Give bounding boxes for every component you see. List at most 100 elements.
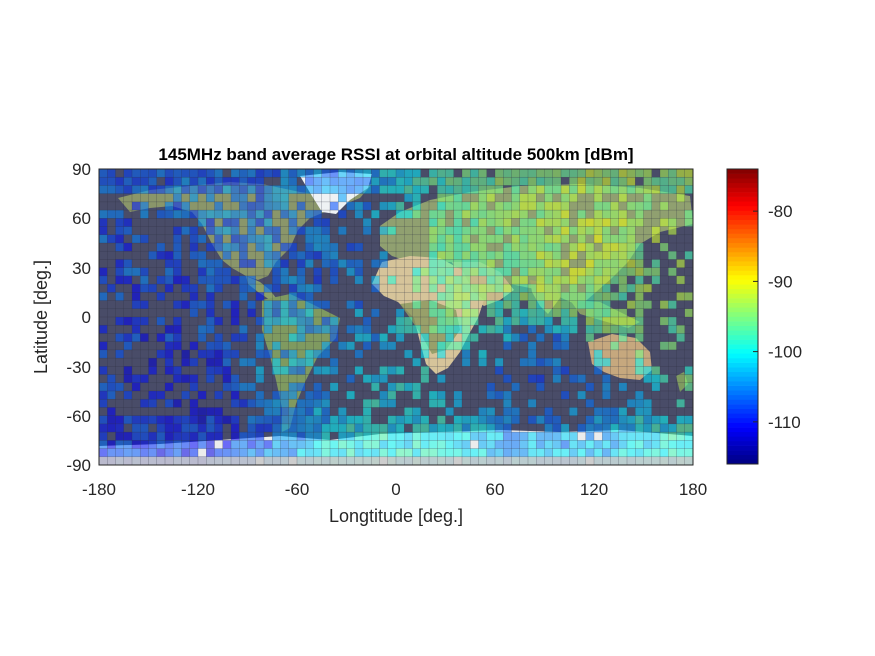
heatmap-cell bbox=[165, 333, 174, 342]
heatmap-cell bbox=[511, 275, 520, 285]
heatmap-cell bbox=[618, 210, 627, 219]
heatmap-cell bbox=[577, 423, 586, 433]
heatmap-cell bbox=[602, 185, 611, 194]
heatmap-cell bbox=[247, 399, 256, 408]
heatmap-cell bbox=[189, 374, 198, 383]
colorbar-band bbox=[727, 321, 758, 327]
heatmap-cell bbox=[379, 251, 388, 260]
heatmap-cell bbox=[239, 243, 248, 252]
heatmap-cell bbox=[189, 185, 198, 194]
heatmap-cell bbox=[437, 226, 446, 235]
heatmap-cell bbox=[156, 415, 165, 424]
heatmap-cell bbox=[651, 185, 660, 194]
heatmap-cell bbox=[156, 275, 165, 285]
heatmap-cell bbox=[297, 284, 306, 293]
colorbar-band bbox=[727, 339, 758, 345]
colorbar-band bbox=[727, 385, 758, 391]
heatmap-cell bbox=[412, 201, 421, 211]
heatmap-cell bbox=[486, 259, 495, 268]
heatmap-cell bbox=[231, 234, 240, 243]
heatmap-cell bbox=[338, 210, 347, 219]
heatmap-cell bbox=[123, 169, 132, 178]
heatmap-cell bbox=[635, 358, 644, 367]
heatmap-cell bbox=[610, 448, 619, 457]
heatmap-cell bbox=[156, 391, 165, 400]
heatmap-cell bbox=[495, 317, 504, 326]
heatmap-cell bbox=[115, 226, 124, 235]
heatmap-cell bbox=[313, 284, 322, 293]
heatmap-cell bbox=[99, 185, 108, 194]
heatmap-cell bbox=[618, 308, 627, 317]
heatmap-cell bbox=[239, 259, 248, 268]
heatmap-cell bbox=[247, 440, 256, 449]
heatmap-cell bbox=[635, 267, 644, 276]
heatmap-cell bbox=[618, 440, 627, 449]
heatmap-cell bbox=[602, 251, 611, 260]
heatmap-cell bbox=[552, 251, 561, 260]
heatmap-cell bbox=[321, 251, 330, 260]
x-tick-label: -60 bbox=[285, 480, 310, 499]
heatmap-cell bbox=[552, 440, 561, 449]
heatmap-cell bbox=[239, 193, 248, 202]
heatmap-cell bbox=[140, 415, 149, 424]
heatmap-cell bbox=[115, 317, 124, 326]
heatmap-cell bbox=[519, 193, 528, 202]
colorbar-band bbox=[727, 311, 758, 317]
heatmap-cell bbox=[511, 292, 520, 301]
heatmap-cell bbox=[643, 399, 652, 408]
heatmap-cell bbox=[206, 267, 215, 276]
heatmap-cell bbox=[379, 391, 388, 400]
heatmap-cell bbox=[561, 169, 570, 178]
heatmap-cell bbox=[478, 440, 487, 449]
colorbar-band bbox=[727, 362, 758, 368]
heatmap-cell bbox=[231, 169, 240, 178]
heatmap-cell bbox=[594, 292, 603, 301]
heatmap-cell bbox=[635, 259, 644, 268]
heatmap-cell bbox=[511, 226, 520, 235]
heatmap-cell bbox=[206, 349, 215, 359]
y-tick-label: 90 bbox=[72, 160, 91, 179]
heatmap-cell bbox=[544, 423, 553, 433]
heatmap-cell bbox=[544, 201, 553, 211]
heatmap-cell bbox=[511, 201, 520, 211]
heatmap-cell bbox=[214, 210, 223, 219]
y-axis-label: Latitude [deg.] bbox=[31, 260, 51, 374]
heatmap-cell bbox=[470, 218, 479, 227]
heatmap-cell bbox=[173, 226, 182, 235]
heatmap-cell bbox=[280, 210, 289, 219]
heatmap-cell bbox=[668, 251, 677, 260]
heatmap-cell bbox=[585, 448, 594, 457]
heatmap-cell bbox=[528, 201, 537, 211]
heatmap-cell bbox=[486, 193, 495, 202]
heatmap-cell bbox=[255, 169, 264, 178]
heatmap-cell bbox=[486, 234, 495, 243]
heatmap-cell bbox=[643, 407, 652, 416]
colorbar-band bbox=[727, 242, 758, 248]
heatmap-cell bbox=[189, 341, 198, 350]
heatmap-cell bbox=[280, 201, 289, 211]
heatmap-cell bbox=[635, 333, 644, 342]
heatmap-cell bbox=[247, 177, 256, 186]
heatmap-cell bbox=[420, 267, 429, 276]
heatmap-cell bbox=[189, 177, 198, 186]
heatmap-cell bbox=[462, 185, 471, 194]
heatmap-cell bbox=[264, 169, 273, 178]
heatmap-cell bbox=[412, 185, 421, 194]
heatmap-cell bbox=[594, 407, 603, 416]
heatmap-cell bbox=[255, 374, 264, 383]
heatmap-cell bbox=[140, 399, 149, 408]
heatmap-cell bbox=[330, 259, 339, 268]
heatmap-cell bbox=[231, 275, 240, 285]
heatmap-cell bbox=[313, 448, 322, 457]
heatmap-cell bbox=[338, 169, 347, 178]
colorbar-band bbox=[727, 261, 758, 267]
heatmap-cell bbox=[445, 308, 454, 317]
heatmap-cell bbox=[288, 185, 297, 194]
heatmap-cell bbox=[569, 226, 578, 235]
heatmap-cell bbox=[429, 251, 438, 260]
heatmap-cell bbox=[635, 218, 644, 227]
heatmap-cell bbox=[321, 317, 330, 326]
heatmap-cell bbox=[470, 423, 479, 433]
heatmap-cell bbox=[536, 358, 545, 367]
heatmap-cell bbox=[429, 432, 438, 441]
